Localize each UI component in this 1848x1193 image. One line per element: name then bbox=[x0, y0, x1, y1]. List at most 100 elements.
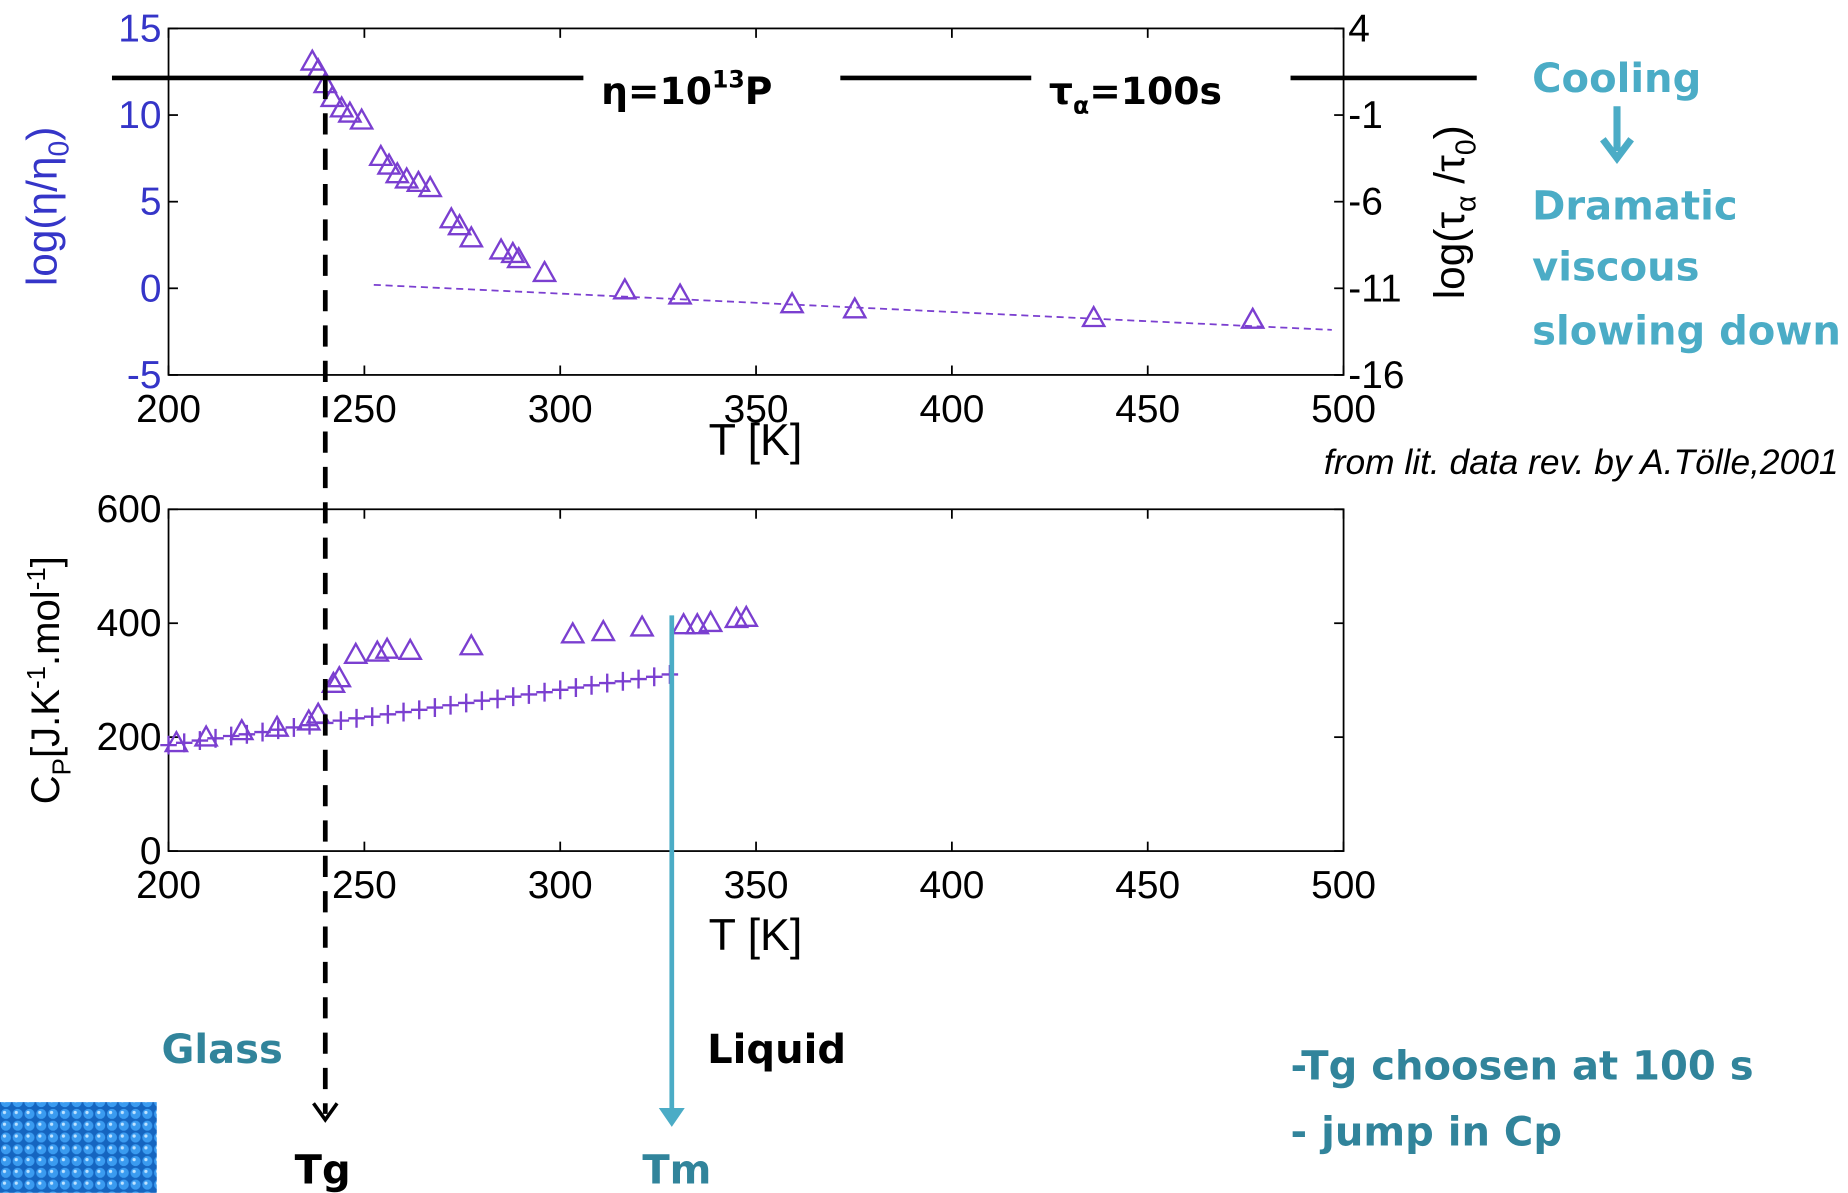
x-tick-label: 350 bbox=[724, 388, 789, 431]
triangle-marker bbox=[560, 621, 586, 644]
triangle-marker bbox=[697, 609, 724, 633]
plus-marker bbox=[160, 735, 177, 755]
y2-tick-label: -16 bbox=[1348, 354, 1404, 397]
x-tick-label: 400 bbox=[919, 388, 984, 431]
plus-marker bbox=[504, 687, 522, 707]
triangle-marker bbox=[417, 174, 443, 198]
plus-marker bbox=[567, 678, 585, 698]
plus-marker bbox=[175, 733, 193, 753]
y2-tick-label: -1 bbox=[1348, 94, 1383, 137]
x-tick-label: 350 bbox=[724, 864, 789, 907]
plus-marker bbox=[473, 691, 491, 711]
triangle-marker bbox=[670, 611, 697, 635]
triangle-marker bbox=[629, 614, 655, 637]
source: from lit. data rev. by A.Tölle,2001 bbox=[1324, 443, 1839, 482]
triangle-marker bbox=[684, 611, 710, 635]
y-tick-label: 10 bbox=[118, 94, 161, 137]
triangle-marker bbox=[1081, 304, 1107, 328]
x-axis-title: T [K] bbox=[709, 910, 803, 960]
y-axis-title: CP[J.K-1.mol-1] bbox=[23, 556, 77, 804]
triangle-marker bbox=[612, 277, 638, 300]
plus-marker bbox=[598, 673, 616, 693]
tm-arrow bbox=[658, 1108, 685, 1127]
trend-line bbox=[373, 283, 1332, 331]
glass-image bbox=[0, 1102, 157, 1193]
triangle-marker bbox=[488, 237, 514, 260]
x-tick-label: 250 bbox=[332, 864, 397, 907]
triangle-marker bbox=[368, 143, 394, 167]
triangle-marker bbox=[397, 637, 423, 660]
triangle-marker bbox=[349, 107, 375, 130]
y-tick-label: 15 bbox=[118, 7, 161, 50]
plus-marker bbox=[442, 695, 459, 715]
glass: Glass bbox=[161, 1027, 282, 1073]
x-tick-label: 300 bbox=[528, 388, 593, 431]
annotation: viscous bbox=[1532, 245, 1699, 291]
triangle-marker bbox=[500, 240, 526, 264]
plus-marker bbox=[410, 700, 428, 720]
x-tick-label: 300 bbox=[528, 864, 593, 907]
plus-marker bbox=[426, 698, 444, 717]
x-axis-title: T [K] bbox=[709, 415, 803, 465]
plus-marker bbox=[285, 718, 303, 737]
triangle-marker bbox=[343, 641, 369, 664]
y-tick-label: 200 bbox=[97, 716, 162, 759]
liquid: Liquid bbox=[707, 1027, 846, 1073]
plots: 200 250 300 350 400 450 500 15 10 5 0 -5 4 -1 -6 -11 -16… bbox=[97, 7, 1405, 907]
plus-marker bbox=[536, 682, 553, 702]
triangle-marker bbox=[590, 618, 616, 642]
plus-marker bbox=[363, 707, 381, 727]
x-tick-label: 450 bbox=[1115, 388, 1180, 431]
triangle-marker bbox=[438, 205, 464, 229]
y-tick-label: 400 bbox=[97, 602, 162, 645]
y2-axis-title: log(τα /τ0) bbox=[1426, 125, 1482, 299]
plus-marker bbox=[614, 671, 632, 691]
plus-marker bbox=[379, 704, 397, 724]
triangle-marker bbox=[1240, 306, 1266, 329]
note: - jump in Cp bbox=[1291, 1110, 1562, 1156]
triangle-marker bbox=[364, 639, 390, 662]
triangle-marker bbox=[458, 225, 484, 248]
y-tick-label: 0 bbox=[140, 267, 162, 310]
note: -Tg choosen at 100 s bbox=[1291, 1044, 1754, 1090]
plus-marker bbox=[645, 667, 663, 687]
triangle-marker bbox=[446, 212, 473, 236]
plus-marker bbox=[222, 726, 240, 746]
triangle-marker bbox=[337, 100, 363, 123]
triangle-marker bbox=[394, 166, 420, 189]
triangle-marker bbox=[320, 670, 347, 694]
x-tick-label: 500 bbox=[1311, 388, 1376, 431]
y-tick-label: -5 bbox=[127, 354, 162, 397]
triangle-marker bbox=[326, 664, 352, 688]
x-tick-label: 250 bbox=[332, 388, 397, 431]
tau-label: τα=100s bbox=[1049, 69, 1222, 119]
triangle-marker bbox=[842, 296, 868, 319]
x-tick-label: 200 bbox=[136, 388, 201, 431]
x-tick-label: 200 bbox=[136, 864, 201, 907]
plot-area bbox=[167, 508, 1345, 852]
triangle-marker bbox=[374, 636, 400, 659]
annotation: Dramatic bbox=[1532, 183, 1737, 229]
triangle-marker bbox=[733, 604, 759, 627]
plus-marker bbox=[238, 724, 256, 744]
plus-marker bbox=[520, 684, 538, 704]
y-tick-label: 600 bbox=[97, 488, 162, 531]
triangle-marker bbox=[384, 160, 410, 184]
triangle-marker bbox=[779, 290, 805, 314]
plus-marker bbox=[348, 708, 365, 728]
x-tick-label: 500 bbox=[1311, 864, 1376, 907]
y-axis-title: log(η/η0) bbox=[19, 127, 75, 287]
x-tick-label: 400 bbox=[919, 864, 984, 907]
tg-label: Tg bbox=[295, 1147, 351, 1193]
plus-marker bbox=[207, 728, 224, 748]
plus-marker bbox=[395, 702, 412, 722]
cooling: Cooling bbox=[1532, 56, 1701, 102]
plus-marker bbox=[254, 722, 271, 742]
plus-marker bbox=[301, 715, 318, 735]
plus-marker bbox=[332, 711, 350, 731]
annotation: slowing down bbox=[1532, 308, 1841, 354]
tm-label: Tm bbox=[642, 1147, 711, 1193]
plus-marker bbox=[489, 689, 506, 709]
plus-marker bbox=[551, 680, 569, 700]
